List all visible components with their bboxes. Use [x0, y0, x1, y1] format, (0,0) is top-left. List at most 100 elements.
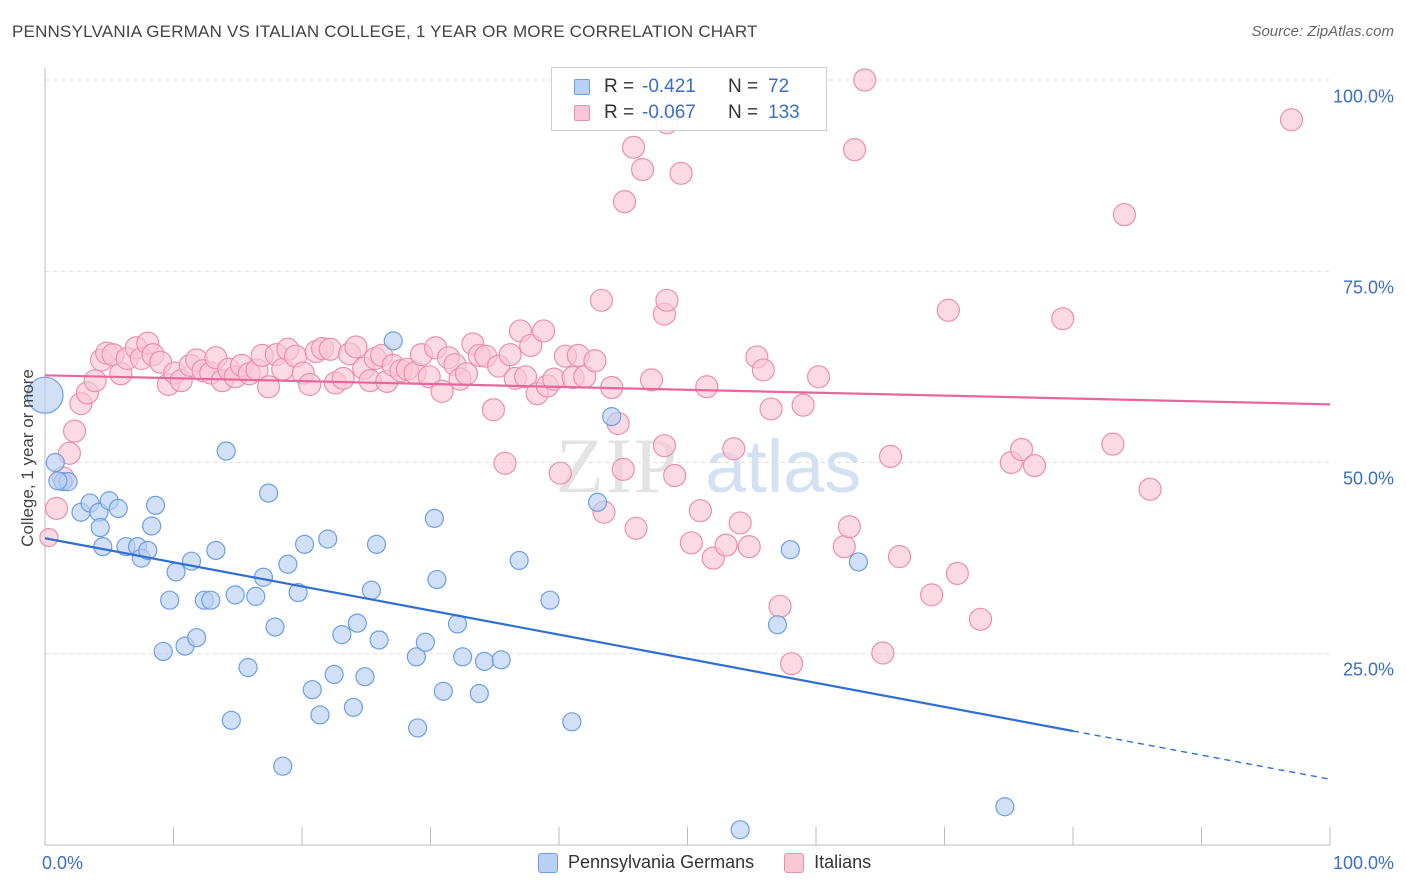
point-pennsylvania-germans	[302, 680, 322, 700]
legend-swatch-blue	[538, 852, 558, 873]
point-italians	[936, 298, 960, 322]
point-pennsylvania-germans	[145, 495, 166, 515]
point-italians	[1051, 307, 1075, 331]
point-italians	[624, 516, 648, 540]
point-pennsylvania-germans	[206, 540, 226, 561]
point-pennsylvania-germans	[246, 586, 266, 606]
point-pennsylvania-germans	[453, 647, 473, 667]
stats-legend: R = -0.421 N = 72 R = -0.067 N = 133	[551, 67, 827, 131]
legend-label-pennsylvania-germans: Pennsylvania Germans	[568, 852, 755, 872]
point-italians	[722, 437, 746, 461]
point-italians	[256, 375, 281, 399]
point-italians	[878, 444, 903, 468]
point-italians	[679, 531, 703, 555]
point-italians	[806, 365, 831, 389]
point-pennsylvania-germans	[153, 641, 173, 662]
point-italians	[1138, 477, 1162, 501]
point-italians	[871, 641, 895, 665]
point-pennsylvania-germans	[433, 681, 453, 701]
point-pennsylvania-germans	[369, 630, 389, 650]
point-italians	[612, 190, 637, 214]
point-pennsylvania-germans	[225, 585, 245, 605]
point-pennsylvania-germans	[160, 590, 180, 610]
point-pennsylvania-germans	[366, 534, 387, 554]
legend-swatch-pink	[784, 852, 805, 873]
point-italians	[663, 463, 687, 488]
point-italians	[768, 594, 792, 618]
point-italians	[531, 319, 556, 343]
point-pennsylvania-germans	[383, 331, 403, 351]
point-pennsylvania-germans	[318, 529, 338, 549]
point-pennsylvania-germans	[491, 650, 511, 670]
point-pennsylvania-germans	[138, 540, 158, 561]
point-pennsylvania-germans	[273, 756, 293, 776]
point-italians	[62, 419, 87, 443]
point-pennsylvania-germans	[730, 820, 750, 840]
legend-r-label: R =	[604, 76, 635, 97]
point-italians	[945, 561, 969, 586]
legend-swatch-blue	[574, 79, 590, 95]
point-italians	[639, 368, 664, 392]
point-pennsylvania-germans	[347, 613, 367, 633]
point-pennsylvania-germans	[48, 471, 68, 491]
legend-n-label: N =	[728, 76, 759, 97]
point-pennsylvania-germans	[238, 657, 258, 678]
point-pennsylvania-germans	[26, 376, 64, 414]
point-italians	[519, 333, 543, 358]
point-pennsylvania-germans	[415, 632, 435, 652]
point-italians	[759, 397, 783, 421]
y-tick-25: 25.0%	[1342, 659, 1394, 680]
point-italians	[298, 372, 322, 397]
point-pennsylvania-germans	[288, 582, 308, 603]
point-italians	[630, 157, 655, 182]
legend-n-label: N =	[728, 102, 759, 123]
point-italians	[611, 457, 635, 481]
point-pennsylvania-germans	[602, 407, 622, 427]
point-italians	[493, 451, 517, 475]
point-pennsylvania-germans	[258, 483, 279, 503]
point-italians	[920, 583, 944, 607]
trend-lines	[44, 374, 1331, 780]
point-italians	[887, 544, 912, 569]
point-pennsylvania-germans	[424, 508, 444, 528]
point-pennsylvania-germans	[355, 667, 375, 687]
point-italians	[83, 369, 107, 393]
legend-item-italians[interactable]: Italians	[784, 852, 871, 873]
point-italians	[652, 434, 676, 458]
trend-line-pennsylvania-germans	[44, 537, 1074, 733]
point-pennsylvania-germans	[45, 452, 65, 473]
point-pennsylvania-germans	[361, 580, 381, 600]
y-tick-75: 75.0%	[1342, 277, 1394, 298]
point-italians	[1009, 437, 1034, 462]
point-pennsylvania-germans	[587, 492, 608, 512]
point-italians	[318, 337, 342, 361]
chart-title: PENNSYLVANIA GERMAN VS ITALIAN COLLEGE, …	[12, 22, 758, 41]
stats-legend-pink-row: R = -0.067 N = 133	[574, 100, 800, 126]
point-italians	[44, 496, 69, 520]
point-pennsylvania-germans	[343, 697, 363, 717]
axes	[44, 68, 1331, 846]
point-italians	[589, 288, 614, 312]
point-pennsylvania-germans	[540, 590, 560, 610]
point-italians	[583, 349, 607, 373]
point-pennsylvania-germans	[201, 590, 221, 610]
point-italians	[513, 365, 538, 389]
x-tick-min: 0.0%	[42, 853, 84, 873]
point-italians	[968, 607, 993, 631]
point-pennsylvania-germans	[408, 718, 428, 738]
point-pennsylvania-germans	[90, 517, 110, 538]
trend-line-pennsylvania-germans-extension	[1072, 730, 1331, 780]
y-tick-100: 100.0%	[1332, 86, 1394, 107]
legend-n-value-blue: 72	[768, 76, 790, 97]
legend-item-pennsylvania-germans[interactable]: Pennsylvania Germans	[538, 852, 754, 873]
point-pennsylvania-germans	[332, 625, 352, 645]
trend-line-italians	[44, 374, 1331, 406]
point-pennsylvania-germans	[93, 537, 113, 557]
point-italians	[714, 533, 738, 557]
point-italians	[837, 515, 862, 539]
y-tick-50: 50.0%	[1342, 468, 1394, 489]
point-pennsylvania-germans	[474, 651, 495, 672]
point-pennsylvania-germans	[278, 554, 298, 574]
point-pennsylvania-germans	[108, 498, 128, 518]
x-tick-max: 100.0%	[1332, 853, 1394, 873]
